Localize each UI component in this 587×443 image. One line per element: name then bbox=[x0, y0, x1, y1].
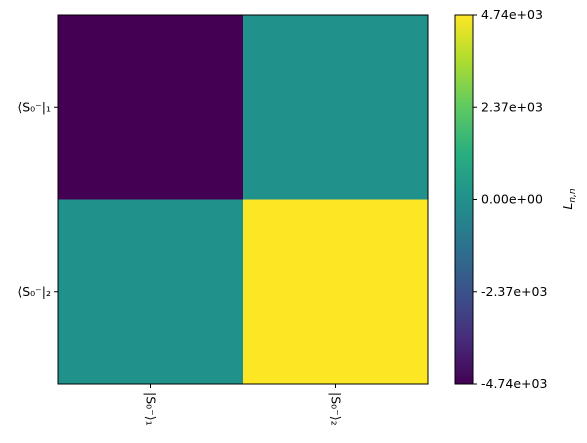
y-tick-label: ⟨S₀⁻|₁ bbox=[17, 99, 51, 114]
heatmap-cell-1-1 bbox=[58, 15, 243, 200]
colorbar-ticks: 4.74e+03 2.37e+03 0.00e+00 -2.37e+03 -4.74e+… bbox=[473, 7, 547, 391]
x-tick-label: |S₀⁻⟩₁ bbox=[144, 392, 159, 426]
colorbar-tick-label: 2.37e+03 bbox=[481, 99, 543, 114]
heatmap-cell-1-2 bbox=[243, 15, 428, 200]
heatmap-cell-2-1 bbox=[58, 199, 243, 384]
heatmap-cells bbox=[58, 15, 428, 384]
colorbar-tick-label: 4.74e+03 bbox=[481, 7, 543, 22]
colorbar-tick-label: -4.74e+03 bbox=[481, 376, 547, 391]
heatmap-cell-2-2 bbox=[243, 199, 428, 384]
colorbar-tick-label: 0.00e+00 bbox=[481, 192, 543, 207]
colorbar-label: Ln,n bbox=[560, 188, 578, 210]
x-tick-label: |S₀⁻⟩₂ bbox=[329, 392, 344, 426]
x-axis-ticks: |S₀⁻⟩₁ |S₀⁻⟩₂ bbox=[144, 384, 344, 426]
heatmap-frame bbox=[57, 14, 429, 385]
y-tick-label: ⟨S₀⁻|₂ bbox=[17, 284, 51, 299]
y-axis-ticks: ⟨S₀⁻|₁ ⟨S₀⁻|₂ bbox=[17, 99, 58, 299]
colorbar bbox=[454, 14, 474, 385]
colorbar-tick-label: -2.37e+03 bbox=[481, 284, 547, 299]
